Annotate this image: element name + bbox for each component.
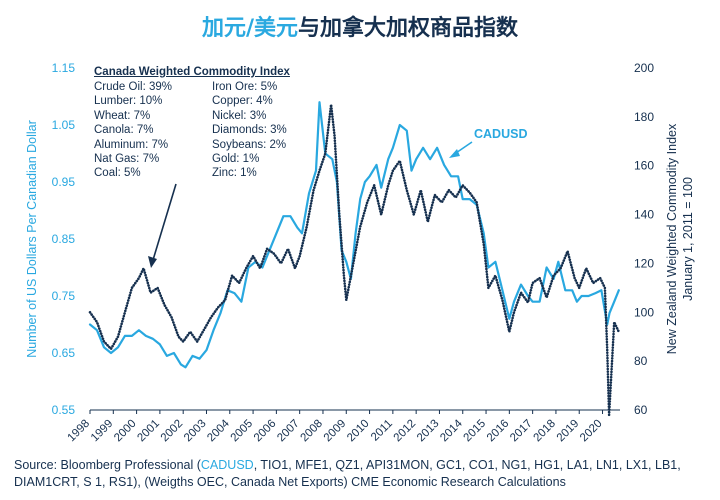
weight-item: Lumber: 10% xyxy=(94,95,163,108)
weight-item: Zinc: 1% xyxy=(212,167,257,180)
x-tick-label: 2008 xyxy=(299,418,326,445)
y-right-tick-label: 160 xyxy=(634,159,654,173)
source-cadusd: CADUSD xyxy=(200,458,254,472)
x-tick-label: 2005 xyxy=(229,418,256,445)
y-left-tick-label: 0.75 xyxy=(52,289,76,303)
y-right-tick-label: 80 xyxy=(634,354,648,368)
weight-item: Canola: 7% xyxy=(94,124,154,137)
x-tick-label: 2019 xyxy=(555,418,582,445)
weight-item: Diamonds: 3% xyxy=(212,124,287,137)
index-weights-left-column: Crude Oil: 39% Lumber: 10% Wheat: 7% Can… xyxy=(94,80,212,181)
cadusd-annotation-arrowhead xyxy=(449,149,460,158)
weight-item: Nat Gas: 7% xyxy=(94,153,160,166)
x-tick-label: 2012 xyxy=(392,418,419,445)
commodity-index-weights: Canada Weighted Commodity Index Crude Oi… xyxy=(94,66,334,181)
y-right-axis-title: New Zealand Weighted Commodity Index xyxy=(665,123,679,354)
y-left-tick-label: 1.05 xyxy=(52,118,76,132)
chart-title: 加元/美元与加拿大加权商品指数 xyxy=(0,10,720,42)
y-right-tick-label: 180 xyxy=(634,110,654,124)
commodity-index-line xyxy=(88,103,621,417)
x-tick-label: 2004 xyxy=(205,417,232,444)
x-tick-label: 2010 xyxy=(345,418,372,445)
x-tick-label: 2006 xyxy=(252,418,279,445)
cadusd-annotation-label: CADUSD xyxy=(474,127,527,141)
index-pointer-arrow xyxy=(152,183,177,261)
weight-item: Copper: 4% xyxy=(212,95,273,108)
y-left-axis-title: Number of US Dollars Per Canadian Dollar xyxy=(25,120,39,358)
x-tick-label: 2020 xyxy=(578,418,605,445)
y-right-axis-subtitle: January 1, 2011 = 100 xyxy=(681,177,695,301)
y-right-tick-label: 140 xyxy=(634,208,654,222)
x-tick-label: 2016 xyxy=(485,418,512,445)
x-tick-label: 2011 xyxy=(369,418,395,444)
x-tick-label: 2007 xyxy=(275,418,302,445)
y-right-tick-label: 100 xyxy=(634,305,654,319)
x-tick-label: 2003 xyxy=(182,418,209,445)
weight-item: Gold: 1% xyxy=(212,153,260,166)
weight-item: Wheat: 7% xyxy=(94,109,151,122)
x-tick-label: 2015 xyxy=(462,418,489,445)
y-right-tick-label: 120 xyxy=(634,256,654,270)
weight-item: Nickel: 3% xyxy=(212,109,267,122)
x-tick-label: 1999 xyxy=(89,418,116,445)
source-rest: , TIO1, MFE1, QZ1, API31MON, GC1, CO1, N… xyxy=(14,458,681,489)
y-left-tick-label: 0.95 xyxy=(52,175,76,189)
chart-title-rest: 与加拿大加权商品指数 xyxy=(298,16,519,41)
x-tick-label: 2014 xyxy=(438,417,465,444)
y-left-tick-label: 1.15 xyxy=(52,61,76,75)
y-left-tick-label: 0.55 xyxy=(52,403,76,417)
index-pointer-arrowhead xyxy=(148,256,157,268)
weight-item: Soybeans: 2% xyxy=(212,138,287,151)
x-tick-label: 2009 xyxy=(322,418,349,445)
y-left-tick-label: 0.65 xyxy=(52,346,76,360)
x-tick-label: 2000 xyxy=(112,418,139,445)
chart-title-currency: 加元/美元 xyxy=(201,16,299,41)
y-left-tick-label: 0.85 xyxy=(52,232,76,246)
x-tick-label: 2017 xyxy=(508,418,535,445)
weight-item: Iron Ore: 5% xyxy=(212,81,278,93)
index-weights-right-column: Iron Ore: 5% Copper: 4% Nickel: 3% Diamo… xyxy=(212,80,330,181)
weight-item: Aluminum: 7% xyxy=(94,138,169,151)
x-tick-label: 2013 xyxy=(415,418,442,445)
y-right-tick-label: 60 xyxy=(634,403,648,417)
y-right-tick-label: 200 xyxy=(634,61,654,75)
x-tick-label: 2018 xyxy=(531,418,558,445)
x-tick-label: 2002 xyxy=(159,418,186,445)
cadusd-line xyxy=(88,101,620,369)
source-note: Source: Bloomberg Professional (CADUSD, … xyxy=(14,457,714,491)
weight-item: Coal: 5% xyxy=(94,167,141,180)
source-prefix: Source: Bloomberg Professional ( xyxy=(14,458,201,472)
x-tick-label: 1998 xyxy=(66,418,93,445)
index-weights-heading: Canada Weighted Commodity Index xyxy=(94,66,290,78)
weight-item: Crude Oil: 39% xyxy=(94,81,172,93)
x-tick-label: 2001 xyxy=(135,418,162,445)
